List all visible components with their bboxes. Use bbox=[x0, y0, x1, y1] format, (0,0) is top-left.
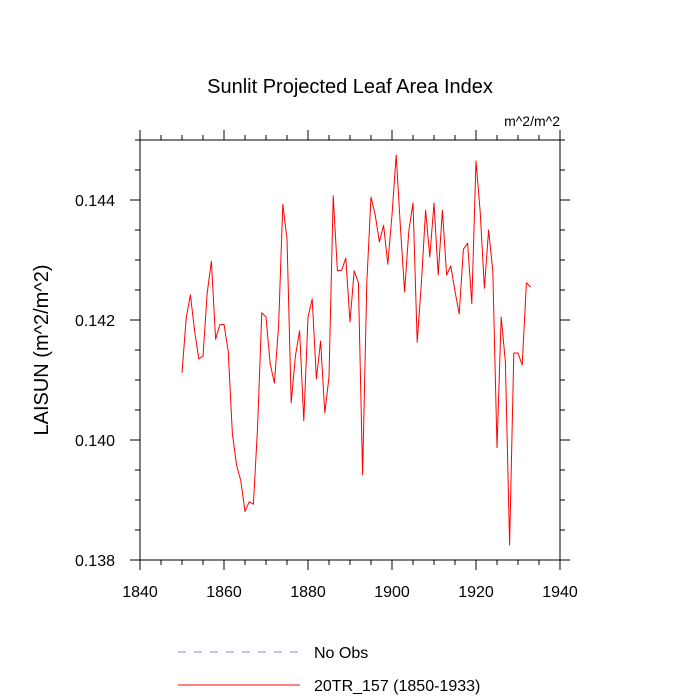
x-tick-label: 1920 bbox=[458, 584, 494, 601]
axis-ticks bbox=[130, 130, 570, 570]
x-tick-label: 1860 bbox=[206, 584, 242, 601]
y-axis-label: LAISUN (m^2/m^2) bbox=[31, 264, 53, 435]
y-tick-label: 0.138 bbox=[75, 553, 115, 570]
x-tick-label: 1880 bbox=[290, 584, 326, 601]
legend-label-no-obs: No Obs bbox=[314, 645, 368, 662]
series-line-1 bbox=[181, 154, 531, 546]
legend: No Obs 20TR_157 (1850-1933) bbox=[178, 645, 480, 695]
x-tick-label: 1900 bbox=[374, 584, 410, 601]
y-tick-label: 0.140 bbox=[75, 433, 115, 450]
units-label: m^2/m^2 bbox=[504, 113, 560, 129]
y-tick-label: 0.142 bbox=[75, 313, 115, 330]
chart-title: Sunlit Projected Leaf Area Index bbox=[207, 76, 493, 98]
series-layer bbox=[181, 154, 531, 546]
x-tick-label: 1940 bbox=[542, 584, 578, 601]
x-tick-label: 1840 bbox=[122, 584, 158, 601]
legend-label-20tr-157: 20TR_157 (1850-1933) bbox=[314, 678, 480, 695]
y-tick-label: 0.144 bbox=[75, 193, 115, 210]
axis-tick-labels: 1840 1860 1880 1900 1920 1940 0.138 0.140 0.142 0… bbox=[75, 193, 578, 601]
